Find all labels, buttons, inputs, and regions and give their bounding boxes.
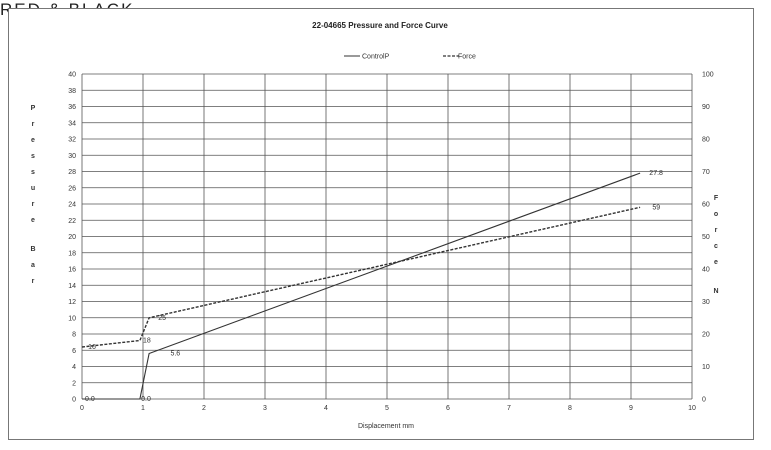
y-left-tick-label: 38 <box>68 88 76 95</box>
x-tick-label: 10 <box>688 405 696 412</box>
y-left-tick-label: 22 <box>68 218 76 225</box>
y-axis-right-label-char: N <box>713 288 718 295</box>
data-labels: 0.0 0.0 5.6 27.8 16 18 25 59 <box>85 170 663 403</box>
y-left-tick-label: 28 <box>68 169 76 176</box>
legend: ControlP Force <box>344 54 476 61</box>
y-left-tick-label: 14 <box>68 283 76 290</box>
x-tick-label: 0 <box>80 405 84 412</box>
y-left-tick-label: 0 <box>72 397 76 404</box>
y-left-tick-label: 40 <box>68 72 76 79</box>
y-left-tick-label: 24 <box>68 202 76 209</box>
y-right-tick-label: 50 <box>702 234 710 241</box>
data-label: 0.0 <box>141 396 151 403</box>
data-label: 16 <box>88 344 96 351</box>
y-axis-left-label-char: s <box>31 153 35 160</box>
y-left-tick-label: 30 <box>68 153 76 160</box>
y-axis-left-label-char: B <box>30 246 35 253</box>
y-left-tick-label: 8 <box>72 332 76 339</box>
chart-frame <box>8 8 754 440</box>
x-tick-label: 2 <box>202 405 206 412</box>
y-axis-left-label-char: r <box>32 121 35 128</box>
y-axis-right-label-char: c <box>714 243 718 250</box>
x-tick-label: 8 <box>568 405 572 412</box>
x-tick-label: 7 <box>507 405 511 412</box>
series-line-force <box>81 206 641 348</box>
data-label: 59 <box>652 204 660 211</box>
y-axis-left-label-char: a <box>31 262 35 269</box>
y-left-tick-label: 4 <box>72 364 76 371</box>
y-left-tick-label: 36 <box>68 104 76 111</box>
data-label: 0.0 <box>85 396 95 403</box>
legend-force-label: Force <box>458 54 476 61</box>
data-label: 18 <box>143 338 151 345</box>
y-right-tick-label: 70 <box>702 169 710 176</box>
y-right-tick-label: 90 <box>702 104 710 111</box>
y-axis-right-label-char: e <box>714 259 718 266</box>
y-left-tick-label: 34 <box>68 120 76 127</box>
y-left-tick-label: 12 <box>68 299 76 306</box>
x-tick-label: 6 <box>446 405 450 412</box>
y-left-tick-label: 18 <box>68 250 76 257</box>
y-axis-left-label-char: r <box>32 201 35 208</box>
x-tick-label: 4 <box>324 405 328 412</box>
data-label: 25 <box>158 315 166 322</box>
y-axis-left-label-char: r <box>32 278 35 285</box>
y-right-tick-label: 0 <box>702 397 706 404</box>
y-left-tick-label: 26 <box>68 185 76 192</box>
chart-title: 22-04665 Pressure and Force Curve <box>312 21 448 30</box>
y-left-tick-label: 6 <box>72 348 76 355</box>
y-right-tick-label: 40 <box>702 267 710 274</box>
data-label: 27.8 <box>649 170 663 177</box>
y-left-tick-label: 20 <box>68 234 76 241</box>
y-axis-left-label-char: P <box>31 105 36 112</box>
data-label: 5.6 <box>170 351 180 358</box>
x-tick-label: 5 <box>385 405 389 412</box>
y-axis-right-label-char: r <box>715 227 718 234</box>
y-axis-left-label: Pr e s s u r e Ba r <box>30 105 35 285</box>
y-right-tick-label: 60 <box>702 202 710 209</box>
x-axis-label: Displacement mm <box>358 423 414 430</box>
y-axis-left-label-char: u <box>31 185 35 192</box>
x-tick-label: 1 <box>141 405 145 412</box>
series-lines <box>81 172 641 400</box>
y-left-tick-label: 10 <box>68 315 76 322</box>
y-left-tick-label: 2 <box>72 380 76 387</box>
x-tick-label: 3 <box>263 405 267 412</box>
series-line-controlp <box>82 172 641 400</box>
y-axis-right-label: Fo r c e N <box>713 195 718 295</box>
y-right-tick-label: 20 <box>702 332 710 339</box>
y-axis-left-label-char: e <box>31 217 35 224</box>
y-left-tick-label: 32 <box>68 137 76 144</box>
y-axis-left-label-char: e <box>31 137 35 144</box>
y-right-tick-label: 80 <box>702 137 710 144</box>
legend-controlp-label: ControlP <box>362 54 390 61</box>
x-tick-label: 9 <box>629 405 633 412</box>
y-axis-right-label-char: F <box>714 195 719 202</box>
y-left-tick-label: 16 <box>68 267 76 274</box>
y-axis-left-label-char: s <box>31 169 35 176</box>
y-axis-right-label-char: o <box>714 211 718 218</box>
y-right-tick-label: 10 <box>702 364 710 371</box>
y-right-tick-label: 30 <box>702 299 710 306</box>
y-right-tick-label: 100 <box>702 72 714 79</box>
grid <box>81 73 693 400</box>
tick-labels: 0 1 2 3 4 5 6 7 8 9 100246810121416182022242628303… <box>68 72 714 413</box>
